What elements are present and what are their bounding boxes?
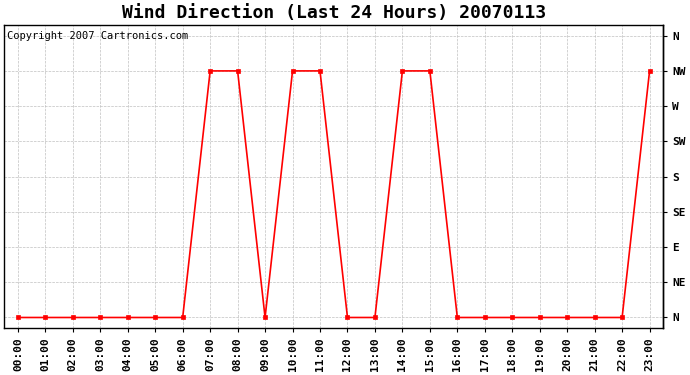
Text: Copyright 2007 Cartronics.com: Copyright 2007 Cartronics.com — [8, 31, 188, 41]
Title: Wind Direction (Last 24 Hours) 20070113: Wind Direction (Last 24 Hours) 20070113 — [121, 4, 546, 22]
